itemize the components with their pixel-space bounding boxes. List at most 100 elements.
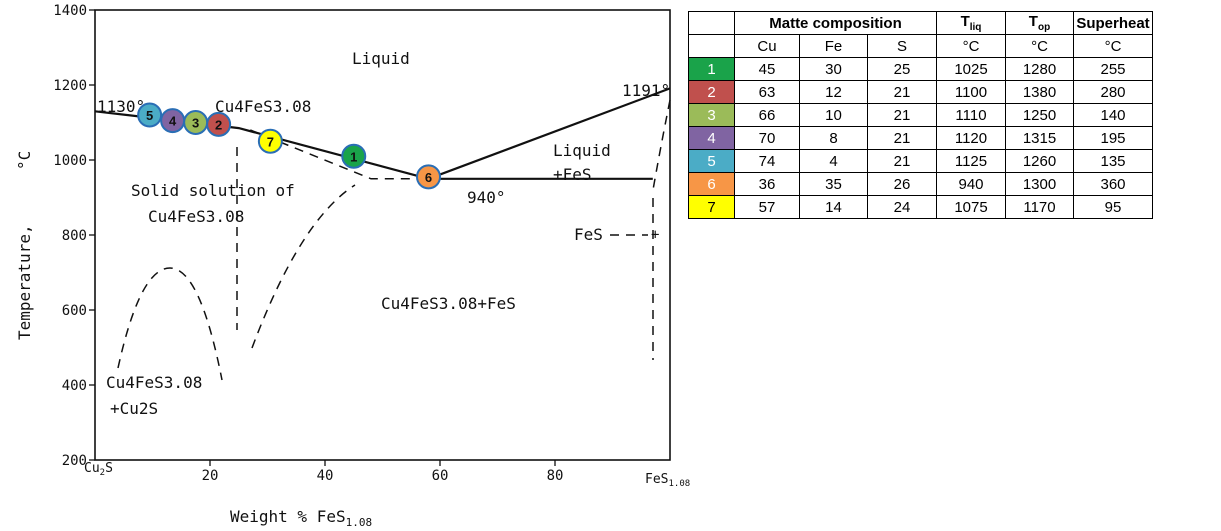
unit-fe: Fe (799, 34, 868, 58)
unit-blank (688, 34, 735, 58)
y-tick-label: 1200 (53, 78, 87, 94)
y-tick-label: 400 (62, 378, 87, 394)
fes-liquidus-dashed (652, 99, 671, 191)
table-row: 5 74 4 21 1125 1260 135 (688, 149, 1153, 173)
label-1130: 1130° (97, 97, 145, 116)
marker-2: 2 (206, 111, 232, 137)
phase-diagram: 200 400 600 800 1000 1200 1400 20 40 60 80 + 1 2 34 5… (15, 3, 690, 529)
miscibility-dome (117, 267, 223, 381)
cell-top: 1280 (1005, 57, 1074, 81)
cell-fe: 8 (799, 126, 868, 150)
composition-markers: 1 2 34 5 6 7 (137, 102, 441, 190)
cell-fe: 4 (799, 149, 868, 173)
cell-fe: 14 (799, 195, 868, 219)
header-matte-composition: Matte composition (734, 11, 937, 35)
x-axis-label: Weight % FeS1.08 (230, 507, 372, 529)
table-row: 2 63 12 21 1100 1380 280 (688, 80, 1153, 104)
header-tliq: Tliq (936, 11, 1006, 35)
cell-top: 1380 (1005, 80, 1074, 104)
cell-s: 21 (867, 126, 937, 150)
cell-superheat: 195 (1073, 126, 1153, 150)
cell-cu: 45 (734, 57, 800, 81)
y-tick-label: 1000 (53, 153, 87, 169)
cell-superheat: 280 (1073, 80, 1153, 104)
cell-tliq: 1075 (936, 195, 1006, 219)
cell-fe: 35 (799, 172, 868, 196)
marker-7: 7 (257, 128, 283, 154)
table-row: 7 57 14 24 1075 1170 95 (688, 195, 1153, 219)
marker-label: 2 (215, 117, 222, 132)
cell-cu: 70 (734, 126, 800, 150)
x-tick-label: 20 (202, 468, 219, 484)
marker-circle (137, 102, 163, 128)
cell-superheat: 140 (1073, 103, 1153, 127)
row-color-swatch: 2 (688, 80, 735, 104)
cell-top: 1250 (1005, 103, 1074, 127)
unit-superheat: °C (1073, 34, 1153, 58)
cell-top: 1315 (1005, 126, 1074, 150)
cell-superheat: 360 (1073, 172, 1153, 196)
cell-s: 26 (867, 172, 937, 196)
cell-cu: 63 (734, 80, 800, 104)
marker-circle (160, 108, 186, 134)
cell-s: 21 (867, 80, 937, 104)
marker-label: 6 (425, 170, 432, 185)
header-superheat: Superheat (1073, 11, 1153, 35)
label-solid-solution-2: Cu4FeS3.08 (148, 207, 244, 226)
y-tick-label: 800 (62, 228, 87, 244)
label-cu4fes-top: Cu4FeS3.08 (215, 97, 311, 116)
cell-tliq: 1110 (936, 103, 1006, 127)
cell-superheat: 95 (1073, 195, 1153, 219)
marker-circle (416, 164, 441, 190)
label-liquid-fes-1: Liquid (553, 141, 611, 160)
x-tick-label: 80 (547, 468, 564, 484)
cell-fe: 12 (799, 80, 868, 104)
table-row: 3 66 10 21 1110 1250 140 (688, 103, 1153, 127)
table-units-row: Cu Fe S °C °C °C (688, 34, 1153, 58)
row-color-swatch: 1 (688, 57, 735, 81)
label-cu2s-1: Cu4FeS3.08 (106, 373, 202, 392)
marker-label: 5 (146, 108, 153, 123)
cell-s: 25 (867, 57, 937, 81)
row-color-swatch: 5 (688, 149, 735, 173)
label-1191: 1191° (622, 81, 670, 100)
marker-label: 1 (350, 149, 357, 164)
x-tick-label: 40 (317, 468, 334, 484)
y-tick-label: 1400 (53, 3, 87, 19)
y-tick-label: 200 (62, 453, 87, 469)
marker-circle (257, 128, 283, 154)
axis-ticks: 200 400 600 800 1000 1200 1400 20 40 60 80 (53, 3, 563, 484)
cell-tliq: 1100 (936, 80, 1006, 104)
cell-superheat: 135 (1073, 149, 1153, 173)
unit-cu: Cu (734, 34, 800, 58)
cell-cu: 57 (734, 195, 800, 219)
y-tick-label: 600 (62, 303, 87, 319)
label-940: 940° (467, 188, 506, 207)
row-color-swatch: 7 (688, 195, 735, 219)
cell-superheat: 255 (1073, 57, 1153, 81)
label-liquid: Liquid (352, 49, 410, 68)
row-color-swatch: 3 (688, 103, 735, 127)
x-end-label-cu2s: Cu2S (84, 461, 113, 478)
y-axis-label: Temperature, (15, 224, 34, 340)
liquidus-right-line (428, 87, 671, 180)
table-row: 6 36 35 26 940 1300 360 (688, 172, 1153, 196)
label-fes-right: FeS (574, 225, 603, 244)
cell-cu: 36 (734, 172, 800, 196)
header-blank (688, 11, 735, 35)
marker-4: 4 (160, 108, 186, 134)
marker-circle (341, 143, 367, 169)
cell-fe: 10 (799, 103, 868, 127)
label-two-phase: Cu4FeS3.08+FeS (381, 294, 516, 313)
marker-label: 3 (192, 116, 199, 131)
solidus-dashed-line (250, 129, 429, 180)
marker-label: 4 (169, 114, 177, 129)
cell-cu: 66 (734, 103, 800, 127)
marker-1: 1 (341, 143, 367, 169)
cell-top: 1300 (1005, 172, 1074, 196)
marker-label: 7 (267, 134, 274, 149)
fes-cross-mark: + (651, 227, 659, 243)
label-solid-solution-1: Solid solution of (131, 181, 295, 200)
cell-cu: 74 (734, 149, 800, 173)
cell-tliq: 1125 (936, 149, 1006, 173)
